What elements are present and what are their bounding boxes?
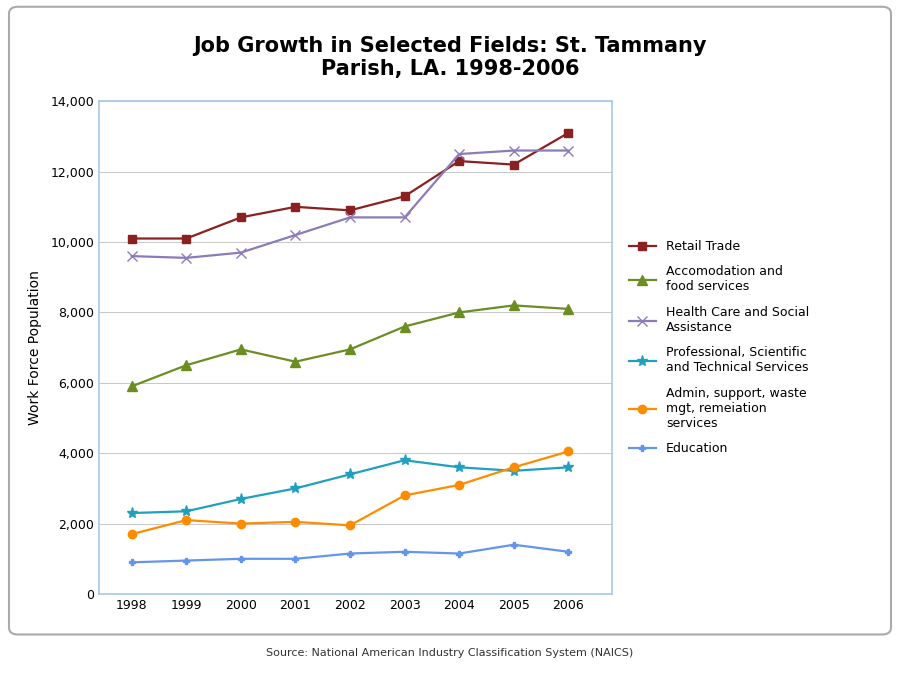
Accomodation and
food services [345,346,356,354]
Accomodation and
food services [290,358,301,366]
Health Care and Social
Assistance [454,150,464,158]
Education [454,549,464,558]
Health Care and Social
Assistance [562,146,573,155]
Professional, Scientific
and Technical Services [126,509,137,517]
Retail Trade [236,213,247,221]
Admin, support, waste
mgt, remeiation
services [126,530,137,538]
Retail Trade [400,192,410,200]
Admin, support, waste
mgt, remeiation
services [400,491,410,500]
Education [290,555,301,563]
Retail Trade [290,202,301,211]
Health Care and Social
Assistance [508,146,519,155]
Accomodation and
food services [236,346,247,354]
Education [400,547,410,556]
Legend: Retail Trade, Accomodation and
food services, Health Care and Social
Assistance,: Retail Trade, Accomodation and food serv… [628,240,809,456]
Education [508,541,519,549]
Line: Professional, Scientific
and Technical Services: Professional, Scientific and Technical S… [126,455,574,518]
Text: Source: National American Industry Classification System (NAICS): Source: National American Industry Class… [266,648,634,658]
Professional, Scientific
and Technical Services [345,470,356,479]
Accomodation and
food services [562,305,573,313]
Accomodation and
food services [181,361,192,369]
Accomodation and
food services [508,301,519,309]
Professional, Scientific
and Technical Services [181,507,192,515]
Line: Retail Trade: Retail Trade [128,129,572,243]
Health Care and Social
Assistance [126,252,137,260]
Text: Job Growth in Selected Fields: St. Tammany
Parish, LA. 1998-2006: Job Growth in Selected Fields: St. Tamma… [194,36,706,79]
Professional, Scientific
and Technical Services [290,485,301,493]
Health Care and Social
Assistance [181,254,192,262]
Education [562,547,573,556]
Professional, Scientific
and Technical Services [562,463,573,471]
Admin, support, waste
mgt, remeiation
services [562,448,573,456]
Education [181,556,192,564]
Line: Education: Education [129,541,572,566]
Professional, Scientific
and Technical Services [236,495,247,503]
Line: Health Care and Social
Assistance: Health Care and Social Assistance [127,146,573,263]
Education [236,555,247,563]
Retail Trade [345,207,356,215]
Admin, support, waste
mgt, remeiation
services [236,520,247,528]
Education [126,558,137,566]
Education [345,549,356,558]
Accomodation and
food services [126,382,137,390]
Health Care and Social
Assistance [236,248,247,256]
Retail Trade [562,129,573,137]
Health Care and Social
Assistance [400,213,410,221]
Professional, Scientific
and Technical Services [454,463,464,471]
Retail Trade [508,161,519,169]
Line: Accomodation and
food services: Accomodation and food services [127,300,573,392]
Health Care and Social
Assistance [290,231,301,239]
Admin, support, waste
mgt, remeiation
services [508,463,519,471]
Retail Trade [181,234,192,242]
Retail Trade [454,157,464,165]
Admin, support, waste
mgt, remeiation
services [290,518,301,526]
Health Care and Social
Assistance [345,213,356,221]
Professional, Scientific
and Technical Services [400,456,410,464]
Y-axis label: Work Force Population: Work Force Population [28,270,42,425]
Admin, support, waste
mgt, remeiation
services [454,481,464,489]
Accomodation and
food services [454,308,464,317]
Admin, support, waste
mgt, remeiation
services [181,516,192,524]
Admin, support, waste
mgt, remeiation
services [345,521,356,529]
Retail Trade [126,234,137,242]
Line: Admin, support, waste
mgt, remeiation
services: Admin, support, waste mgt, remeiation se… [128,448,572,539]
Accomodation and
food services [400,323,410,331]
Professional, Scientific
and Technical Services [508,467,519,475]
